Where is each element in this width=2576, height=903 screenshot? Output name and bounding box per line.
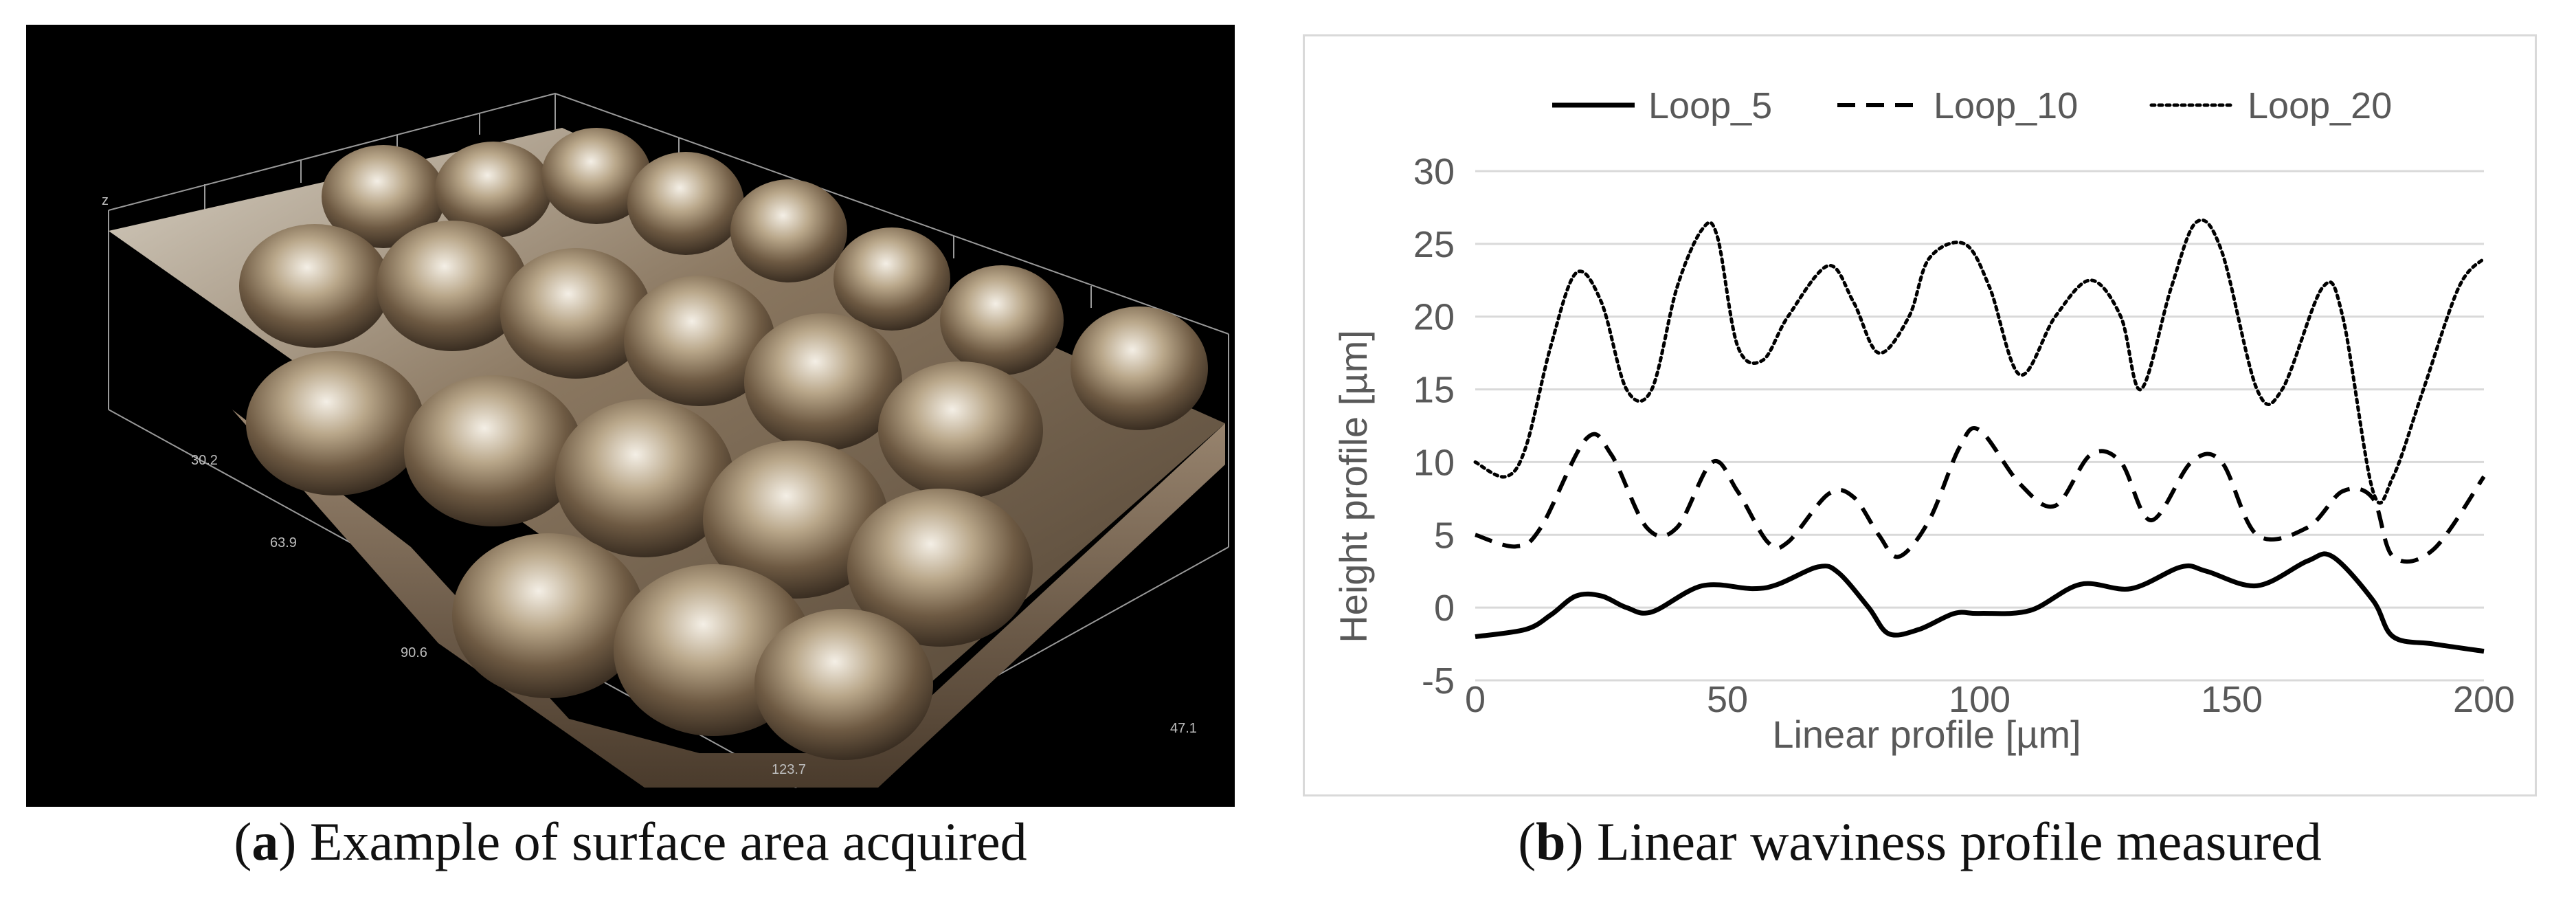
caption-a-text: Example of surface area acquired bbox=[309, 812, 1027, 871]
y-tick-label: 30 bbox=[1413, 151, 1455, 192]
y-axis-label: Height profile [µm] bbox=[1332, 330, 1375, 643]
axis-tick-label: 90.6 bbox=[401, 645, 427, 660]
y-tick-label: 20 bbox=[1413, 297, 1455, 338]
caption-a-letter: a bbox=[251, 812, 279, 871]
series-lines bbox=[1473, 218, 2486, 654]
x-tick-labels: 0 50 100 150 200 bbox=[1465, 679, 2515, 720]
y-tick-label: 10 bbox=[1413, 442, 1455, 483]
y-tick-labels: -5 0 5 10 15 20 25 30 bbox=[1413, 151, 1455, 702]
legend-label: Loop_20 bbox=[2248, 85, 2392, 126]
y-tick-label: 15 bbox=[1413, 370, 1455, 411]
axis-tick-label: 47.1 bbox=[1170, 721, 1197, 736]
waviness-chart-panel: -5 0 5 10 15 20 25 30 0 50 100 150 200 Loop_5 Loop_1… bbox=[1303, 34, 2537, 796]
x-tick-label: 200 bbox=[2453, 679, 2515, 720]
legend: Loop_5 Loop_10 Loop_20 bbox=[1552, 85, 2392, 126]
y-tick-label: -5 bbox=[1422, 660, 1455, 702]
x-tick-label: 0 bbox=[1465, 679, 1486, 720]
caption-b: (b) Linear waviness profile measured bbox=[1518, 812, 2322, 871]
series-line-loop_20 bbox=[1473, 218, 2486, 505]
z-axis-label: z bbox=[102, 193, 109, 208]
x-tick-label: 50 bbox=[1707, 679, 1748, 720]
caption-b-letter: b bbox=[1536, 812, 1566, 871]
series-line-loop_10 bbox=[1475, 426, 2486, 564]
axis-tick-label: 123.7 bbox=[772, 762, 806, 777]
caption-a: (a) Example of surface area acquired bbox=[234, 812, 1027, 871]
legend-label: Loop_10 bbox=[1934, 85, 2078, 126]
series-line-loop_5 bbox=[1475, 551, 2485, 654]
y-tick-label: 5 bbox=[1434, 515, 1455, 556]
gridlines bbox=[1475, 170, 2484, 682]
legend-label: Loop_5 bbox=[1648, 85, 1772, 126]
surface-3d-image-panel: z 30.2 63.9 90.6 123.7 47.1 bbox=[26, 25, 1235, 807]
y-tick-label: 0 bbox=[1434, 588, 1455, 629]
x-axis-label: Linear profile [µm] bbox=[1772, 713, 2081, 756]
x-tick-label: 150 bbox=[2201, 679, 2263, 720]
caption-b-text: Linear waviness profile measured bbox=[1597, 812, 2322, 871]
waviness-surface bbox=[109, 128, 1225, 788]
y-tick-label: 25 bbox=[1413, 224, 1455, 265]
x-tick-label: 100 bbox=[1949, 679, 2011, 720]
axis-tick-label: 63.9 bbox=[270, 535, 297, 550]
surface-3d-render: z 30.2 63.9 90.6 123.7 47.1 bbox=[102, 92, 1229, 788]
axis-tick-label: 30.2 bbox=[191, 453, 218, 468]
